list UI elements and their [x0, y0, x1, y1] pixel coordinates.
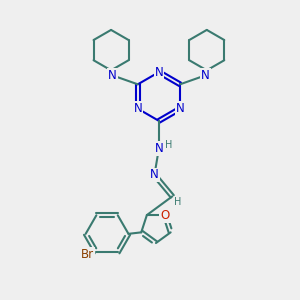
Text: N: N	[150, 169, 159, 182]
Text: N: N	[134, 102, 142, 115]
Text: N: N	[154, 142, 163, 155]
Text: N: N	[108, 69, 117, 82]
Text: O: O	[160, 208, 170, 222]
Text: H: H	[165, 140, 172, 150]
Text: N: N	[176, 102, 184, 115]
Text: Br: Br	[81, 248, 94, 261]
Text: N: N	[201, 69, 210, 82]
Text: N: N	[154, 66, 163, 79]
Text: H: H	[174, 197, 181, 207]
